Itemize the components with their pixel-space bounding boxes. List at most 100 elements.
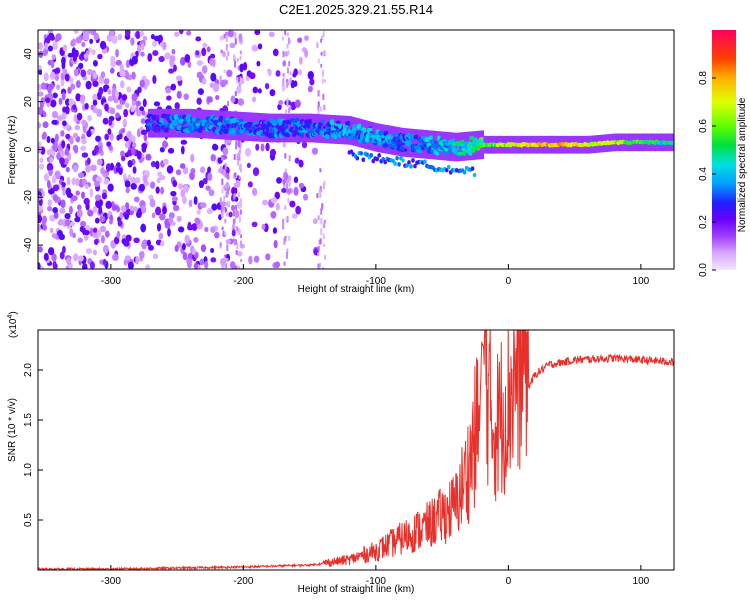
spectrogram-band-halo: [213, 110, 216, 139]
spectrogram-noise-cell: [251, 187, 258, 197]
spectrogram-noise-cell: [231, 229, 236, 237]
spectrogram-noise-cell: [239, 50, 242, 55]
spectrogram-noise-cell: [236, 160, 239, 166]
spectrogram-noise-cell: [140, 205, 147, 214]
spectrogram-band-halo: [167, 108, 170, 138]
spectrogram-noise-cell: [75, 177, 80, 187]
spectrogram-noise-cell: [219, 79, 226, 88]
spectrogram-noise-cell: [223, 195, 226, 202]
spectrogram-noise-cell: [139, 30, 145, 37]
spectrogram-noise-cell: [124, 180, 131, 188]
spectrogram-noise-cell: [72, 232, 76, 239]
spectrogram-noise-cell: [190, 153, 195, 163]
spectrogram-noise-cell: [156, 222, 162, 232]
spectrogram-noise-cell: [130, 177, 137, 184]
spectrogram-noise-cell: [238, 33, 243, 42]
spectrogram-streak-cell: [377, 153, 381, 158]
spectrogram-band-halo: [287, 113, 291, 143]
spectrogram-noise-cell: [179, 56, 186, 66]
spectrogram-noise-cell: [166, 95, 172, 101]
spectrogram-noise-cell: [289, 77, 292, 83]
spectrogram-noise-cell: [251, 96, 257, 103]
spectrogram-noise-cell: [210, 257, 217, 263]
spectrogram-noise-cell: [122, 119, 127, 126]
spectrogram-noise-cell: [276, 177, 282, 184]
spectrogram-noise-cell: [142, 98, 147, 108]
spectrogram-noise-cell: [223, 33, 226, 39]
spectrogram-band-halo: [310, 113, 313, 143]
spectrogram-noise-cell: [61, 181, 66, 188]
snr-frame: [37, 329, 675, 571]
spectrogram-noise-cell: [111, 34, 118, 44]
spectrogram-noise-cell: [173, 31, 180, 37]
spectrogram-noise-cell: [72, 53, 78, 62]
spectrogram-noise-cell: [267, 68, 272, 77]
spectrogram-noise-cell: [150, 34, 155, 40]
spectrogram-noise-cell: [123, 259, 128, 266]
spectrogram-noise-cell: [50, 60, 55, 69]
figure-title: C2E1.2025.329.21.55.R14: [279, 2, 433, 17]
spectrogram-noise-cell: [118, 167, 123, 175]
spectrogram-band-cell: [409, 133, 415, 140]
spectrogram-noise-cell: [106, 141, 112, 147]
spectrogram-noise-cell: [86, 68, 94, 76]
spectrogram-noise-cell: [180, 139, 188, 145]
snr-scale-suffix: ): [8, 311, 19, 314]
spectrogram-noise-cell: [65, 166, 70, 173]
spectrogram-noise-cell: [81, 41, 86, 48]
spectrogram-noise-cell: [111, 90, 116, 98]
spectrogram-noise-cell: [139, 79, 145, 88]
spectrogram-noise-cell: [66, 257, 72, 266]
spectrogram-noise-cell: [119, 70, 126, 78]
spectrogram-noise-cell: [193, 196, 198, 205]
spectrogram-noise-cell: [100, 40, 107, 50]
spectrogram-noise-cell: [113, 97, 119, 104]
spectrogram-noise-cell: [104, 103, 109, 112]
spectrogram-noise-cell: [82, 178, 88, 186]
spectrogram-noise-cell: [210, 153, 217, 162]
spectrogram-noise-cell: [178, 30, 184, 35]
snr-scale-label: (x104): [7, 311, 19, 338]
spectrogram-noise-cell: [317, 266, 320, 269]
spectrogram-noise-cell: [132, 142, 137, 149]
spectrogram-band-cell: [479, 136, 485, 141]
spectrogram-noise-cell: [299, 56, 303, 65]
spectrogram-noise-cell: [109, 30, 115, 36]
spectrogram-noise-cell: [225, 31, 228, 37]
spectrogram-noise-cell: [301, 141, 308, 149]
spectrogram-streak-cell: [405, 163, 409, 168]
spectrogram-noise-cell: [234, 209, 240, 219]
colorbar-ticks: 0.0 0.2 0.4 0.6 0.8: [698, 71, 716, 277]
spectrogram-noise-cell: [44, 97, 51, 104]
spectrogram-noise-cell: [138, 183, 146, 192]
spectrogram-noise-cell: [275, 202, 280, 211]
spectrogram-band-cell: [670, 140, 674, 145]
spectrogram-noise-cell: [236, 242, 239, 249]
spectrogram-noise-cell: [286, 81, 289, 88]
y-tick-label: 20: [23, 96, 34, 108]
spectrogram-noise-cell: [84, 183, 89, 190]
spectrogram-noise-cell: [247, 181, 253, 188]
spectrogram-noise-cell: [43, 72, 49, 82]
spectrogram-noise-cell: [97, 53, 103, 60]
spectrogram-noise-cell: [96, 229, 102, 238]
spectrogram-noise-cell: [320, 52, 323, 56]
spectrogram-streak-cell: [383, 159, 387, 165]
spectrogram-noise-cell: [234, 60, 237, 68]
snr-series-line: [38, 330, 674, 570]
spectrogram-streak-cell: [395, 155, 399, 161]
spectrogram-noise-cell: [207, 166, 211, 173]
spectrogram-band-cell: [455, 146, 461, 151]
spectrogram-streak-cell: [359, 151, 364, 156]
spectrogram-noise-cell: [52, 92, 58, 99]
spectrogram-noise-cell: [168, 68, 175, 74]
spectrogram-noise-cell: [82, 33, 90, 41]
spectrogram-band-cell: [218, 115, 224, 123]
spectrogram-noise-cell: [49, 71, 56, 80]
spectrogram-noise-cell: [42, 50, 48, 57]
spectrogram-noise-cell: [232, 173, 235, 180]
spectrogram-noise-cell: [60, 79, 65, 87]
x-tick-label: -200: [233, 276, 253, 287]
spectrogram-noise-cell: [227, 173, 230, 180]
